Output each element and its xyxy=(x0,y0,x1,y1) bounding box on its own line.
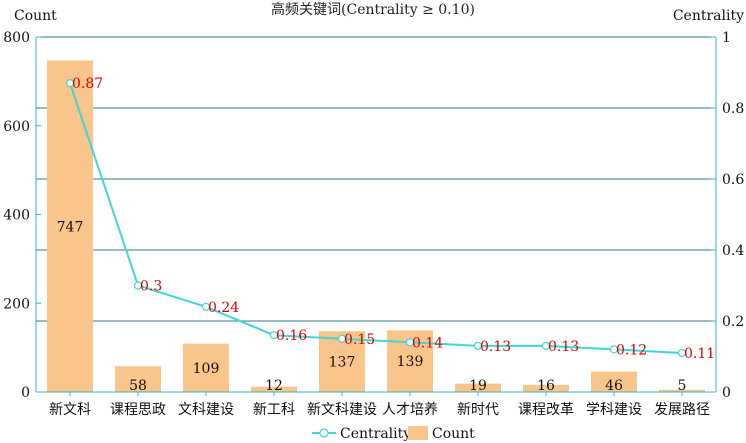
bar-2 xyxy=(183,343,229,392)
right-tick-label-1: 0.2 xyxy=(722,314,744,330)
left-tick-label-1: 200 xyxy=(3,296,30,312)
bar-label-0: 747 xyxy=(57,219,84,235)
centrality-label-5: 0.14 xyxy=(412,335,443,351)
centrality-point-6 xyxy=(473,341,483,350)
chart-title: 高频关键词(Centrality ≥ 0.10) xyxy=(271,1,475,18)
left-tick-label-0: 0 xyxy=(21,385,30,401)
right-tick-label-5: 1 xyxy=(722,30,731,46)
centrality-point-3 xyxy=(269,331,279,340)
category-label-6: 新时代 xyxy=(457,402,499,418)
centrality-label-0: 0.87 xyxy=(72,76,103,92)
bar-label-6: 19 xyxy=(469,378,487,394)
legend-item-centrality: Centrality xyxy=(312,426,411,442)
centrality-label-3: 0.16 xyxy=(276,328,307,344)
right-axis-title: Centrality xyxy=(673,8,744,24)
bar-6 xyxy=(455,383,501,392)
legend: Centrality Count xyxy=(312,426,475,442)
bar-label-4: 137 xyxy=(329,355,356,371)
axes: 0 200 400 600 800 0 0.2 0.4 0.6 0.8 1 xyxy=(3,30,744,401)
centrality-label-7: 0.13 xyxy=(548,339,579,355)
right-tick-label-0: 0 xyxy=(722,385,731,401)
bar-7 xyxy=(523,384,569,392)
legend-label-count: Count xyxy=(432,426,475,442)
centrality-line xyxy=(65,79,687,358)
category-label-1: 课程思政 xyxy=(110,402,166,418)
bar-0 xyxy=(47,60,93,393)
centrality-label-2: 0.24 xyxy=(208,300,239,316)
centrality-point-0 xyxy=(65,79,75,88)
category-label-2: 文科建设 xyxy=(178,402,234,418)
left-tick-label-4: 800 xyxy=(3,30,30,46)
right-tick-label-3: 0.6 xyxy=(722,172,744,188)
category-label-0: 新文科 xyxy=(49,402,91,418)
bar-3 xyxy=(251,386,297,392)
legend-marker-swatch xyxy=(319,428,329,438)
bar-label-8: 46 xyxy=(605,378,623,394)
bar-label-9: 5 xyxy=(678,378,687,394)
centrality-point-1 xyxy=(133,281,143,290)
bar-label-7: 16 xyxy=(537,378,555,394)
category-labels: 新文科 课程思政 文科建设 新工科 新文科建设 人才培养 新时代 课程改革 学科建设 发展路径 xyxy=(49,402,710,418)
bar-label-1: 58 xyxy=(129,378,147,394)
centrality-label-9: 0.11 xyxy=(684,346,715,362)
bar-label-3: 12 xyxy=(265,378,283,394)
category-label-8: 学科建设 xyxy=(586,402,642,418)
centrality-label-8: 0.12 xyxy=(616,342,647,358)
right-tick-label-4: 0.8 xyxy=(722,101,744,117)
right-tick-label-2: 0.4 xyxy=(722,243,744,259)
left-axis-title: Count xyxy=(14,8,57,24)
centrality-label-4: 0.15 xyxy=(344,332,375,348)
category-label-9: 发展路径 xyxy=(654,402,710,418)
centrality-point-2 xyxy=(201,302,211,311)
left-tick-label-3: 600 xyxy=(3,119,30,135)
centrality-point-9 xyxy=(677,348,687,358)
legend-label-centrality: Centrality xyxy=(340,426,411,442)
legend-item-count: Count xyxy=(408,426,475,442)
category-label-3: 新工科 xyxy=(253,402,295,418)
category-label-7: 课程改革 xyxy=(518,402,574,418)
centrality-point-8 xyxy=(609,345,619,354)
bar-label-2: 109 xyxy=(193,361,220,377)
left-tick-label-2: 400 xyxy=(3,208,30,224)
bar-8 xyxy=(591,371,637,392)
centrality-label-6: 0.13 xyxy=(480,339,511,355)
centrality-point-5 xyxy=(405,338,415,347)
centrality-point-4 xyxy=(337,334,347,343)
bar-1 xyxy=(115,366,161,392)
category-label-5: 人才培养 xyxy=(382,402,438,418)
centrality-label-1: 0.3 xyxy=(140,279,162,295)
bar-9 xyxy=(659,389,705,392)
line-labels: 0.87 0.3 0.24 0.16 0.15 0.14 0.13 0.13 0.12 0.11 xyxy=(72,76,715,362)
legend-bar-swatch xyxy=(408,426,428,440)
grid xyxy=(36,36,716,322)
bars xyxy=(47,60,705,393)
category-label-4: 新文科建设 xyxy=(307,402,377,418)
bar-labels: 747 58 109 12 137 139 19 16 46 5 xyxy=(57,219,687,394)
bar-label-5: 139 xyxy=(397,354,424,370)
centrality-polyline xyxy=(69,82,683,354)
centrality-point-7 xyxy=(541,341,551,350)
